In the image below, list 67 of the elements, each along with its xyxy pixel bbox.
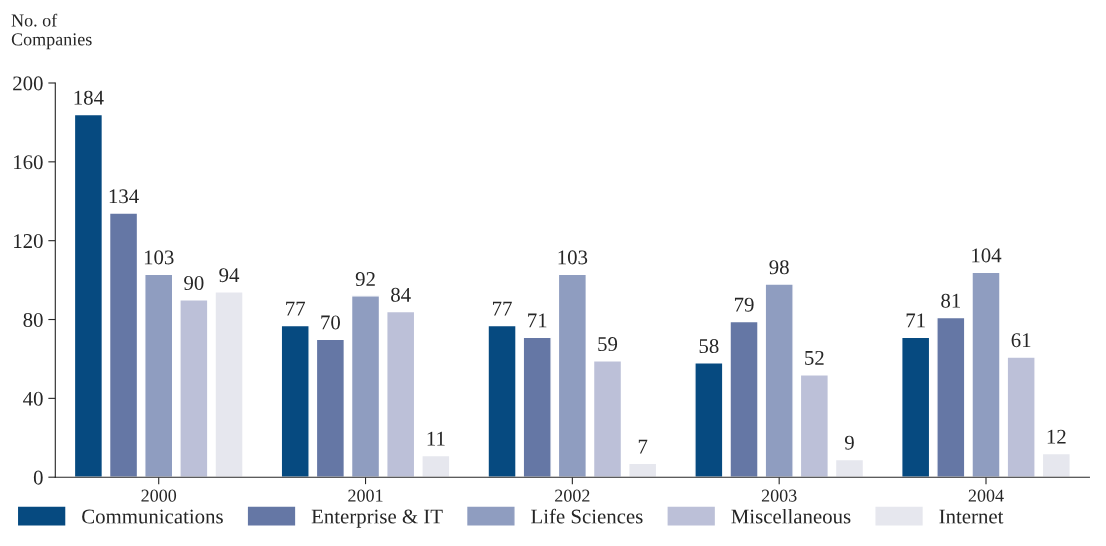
- bar: [179, 299, 209, 478]
- bar: [386, 310, 416, 478]
- data-label: 94: [219, 268, 240, 283]
- data-label: 12: [1047, 429, 1066, 444]
- data-label: 52: [805, 350, 824, 365]
- y-tick-label: 200: [13, 76, 43, 91]
- x-tick-label: 2001: [348, 489, 383, 502]
- bar: [214, 291, 244, 478]
- data-label: 59: [598, 337, 618, 352]
- data-label: 71: [906, 313, 925, 328]
- data-label: 90: [184, 275, 204, 291]
- data-label: 61: [1011, 333, 1031, 348]
- data-label: 71: [528, 313, 547, 328]
- y-tick-label: 40: [23, 391, 43, 406]
- bar: [73, 113, 104, 478]
- bar: [315, 338, 346, 478]
- data-label: 103: [558, 250, 588, 265]
- y-tick-label: 160: [14, 155, 43, 170]
- bar: [729, 320, 759, 478]
- bar: [834, 458, 865, 478]
- data-label: 134: [109, 189, 139, 204]
- bar: [901, 336, 931, 478]
- data-label: 58: [699, 339, 719, 354]
- x-tick-label: 2000: [141, 489, 177, 502]
- legend-label: Internet: [939, 509, 1004, 524]
- bar: [971, 271, 1001, 478]
- bar: [628, 462, 658, 478]
- legend-label: Miscellaneous: [731, 508, 851, 524]
- data-label: 11: [427, 431, 445, 446]
- data-label: 77: [492, 301, 512, 316]
- bar: [557, 273, 588, 478]
- x-tick-label: 2004: [968, 489, 1004, 502]
- data-label: 184: [74, 90, 104, 105]
- data-label: 81: [941, 293, 961, 308]
- bar: [522, 336, 552, 478]
- bar: [936, 316, 966, 478]
- bar: [799, 374, 829, 478]
- x-tick-label: 2002: [555, 489, 590, 502]
- data-label: 70: [321, 315, 340, 330]
- y-tick-label: 0: [33, 470, 43, 485]
- legend-label: Communications: [82, 509, 223, 524]
- data-label: 77: [286, 301, 306, 316]
- data-label: 7: [638, 439, 648, 454]
- data-label: 79: [734, 297, 754, 312]
- bar: [694, 362, 724, 478]
- data-label: 104: [972, 248, 1002, 263]
- y-tick-label: 120: [14, 234, 43, 249]
- x-tick-label: 2003: [761, 489, 797, 502]
- bar: [764, 283, 794, 478]
- bar: [592, 360, 623, 478]
- bar: [421, 454, 451, 478]
- data-label: 84: [391, 287, 411, 302]
- bar: [1006, 356, 1036, 478]
- bar: [108, 212, 139, 478]
- data-label: 98: [769, 260, 789, 275]
- legend-label: Enterprise & IT: [311, 509, 443, 528]
- y-axis-title: No. of Companies: [11, 13, 92, 50]
- y-tick-label: 80: [23, 312, 43, 327]
- bar: [1041, 452, 1071, 478]
- bar: [350, 295, 381, 478]
- legend-label: Life Sciences: [531, 508, 643, 524]
- bar: [144, 273, 174, 478]
- data-label: 92: [355, 272, 375, 287]
- data-label: 103: [144, 250, 174, 265]
- data-label: 9: [844, 435, 854, 450]
- bar: [280, 324, 310, 478]
- bar: [487, 324, 517, 478]
